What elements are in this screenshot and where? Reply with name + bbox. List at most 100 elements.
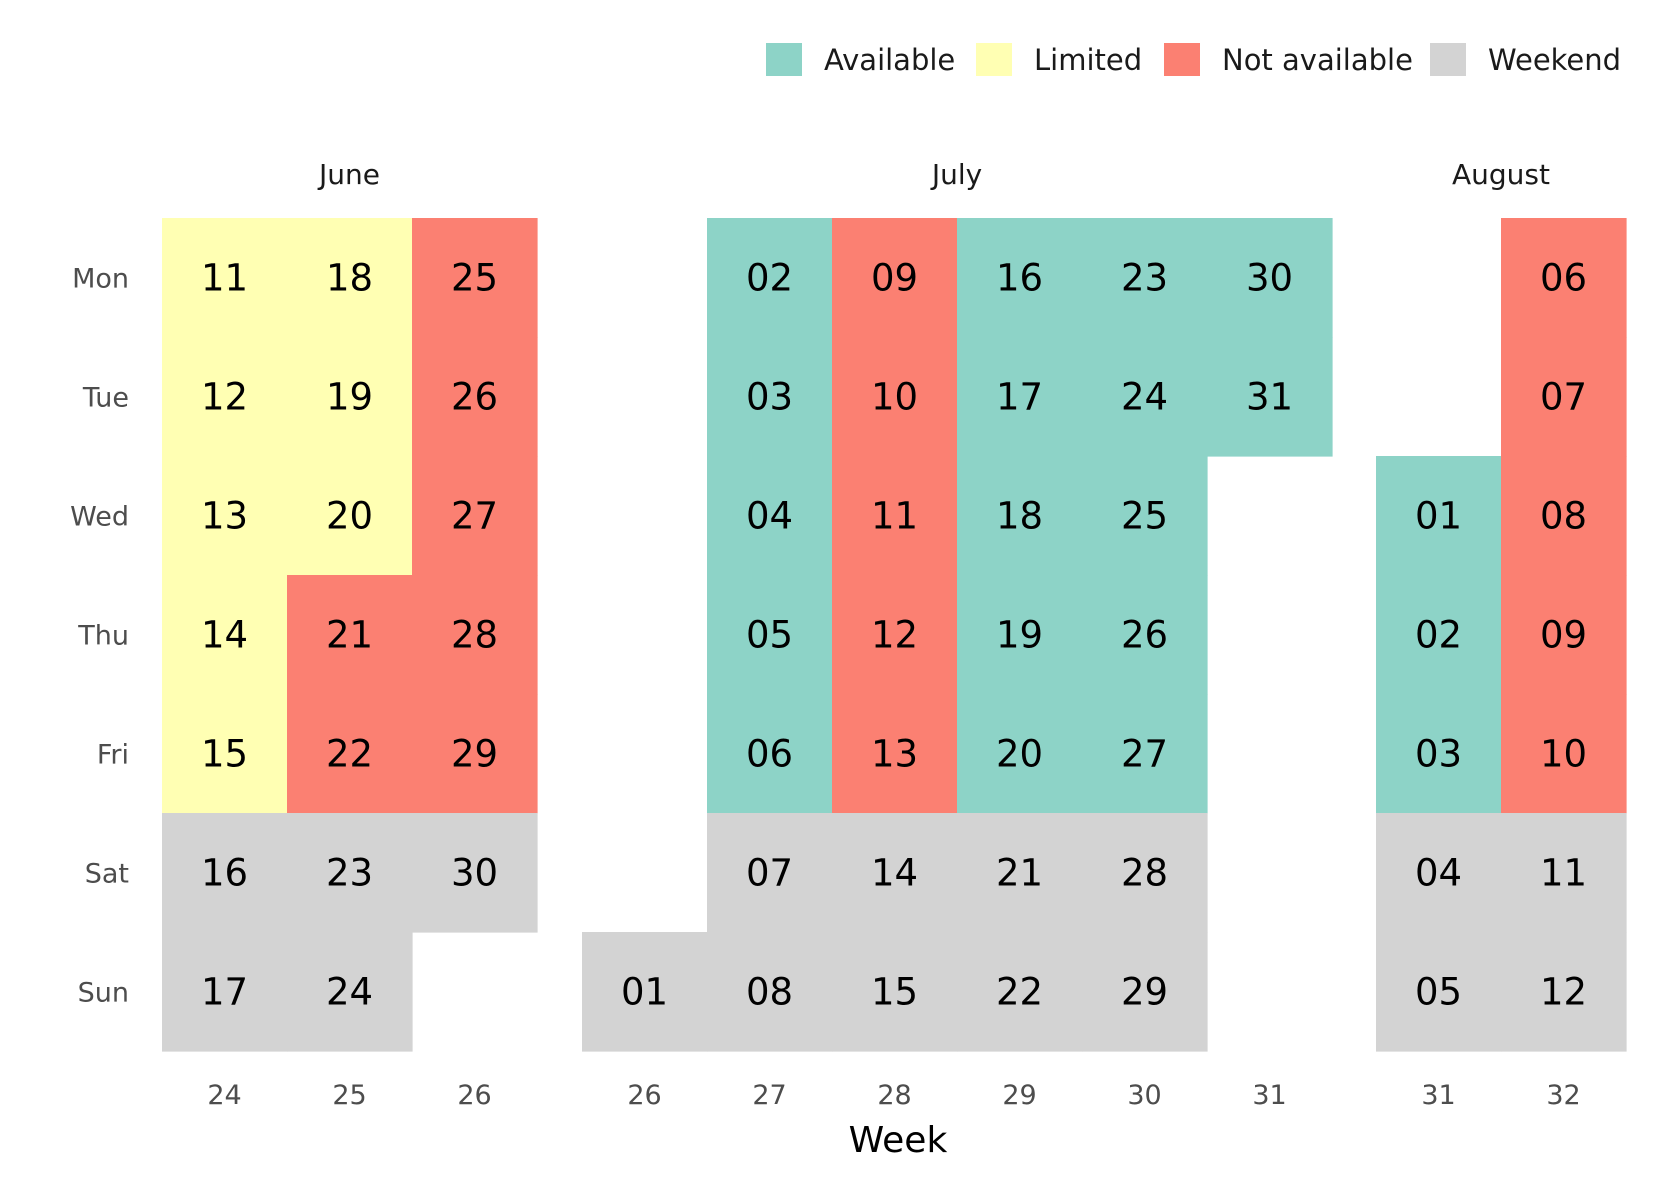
day-number: 18 (996, 495, 1043, 538)
day-number: 26 (451, 376, 498, 419)
day-tile-available (957, 337, 1083, 457)
day-number: 24 (1121, 376, 1168, 419)
day-number: 12 (871, 614, 918, 657)
x-axis-title: Week (849, 1120, 948, 1161)
day-number: 30 (1246, 257, 1293, 300)
day-cell: 23 (287, 813, 413, 933)
day-cell: 29 (412, 694, 538, 814)
day-tile-weekend (957, 932, 1083, 1052)
day-tile-not_available (287, 575, 413, 695)
legend-label-limited: Limited (1034, 43, 1142, 77)
week-tick-label: 24 (207, 1080, 241, 1111)
day-cell: 29 (1082, 932, 1208, 1052)
day-tile-not_available (412, 456, 538, 576)
day-tile-weekend (162, 813, 288, 933)
day-tile-not_available (832, 575, 958, 695)
day-number: 11 (201, 257, 248, 300)
day-cell: 23 (1082, 218, 1208, 338)
day-tile-not_available (1501, 575, 1627, 695)
day-cell: 31 (1207, 337, 1333, 457)
day-cell: 24 (1082, 337, 1208, 457)
day-tile-not_available (287, 694, 413, 814)
day-tile-weekend (1501, 813, 1627, 933)
legend-swatch-weekend (1430, 43, 1466, 76)
day-tile-available (1082, 337, 1208, 457)
day-cell: 26 (412, 337, 538, 457)
day-number: 29 (451, 733, 498, 776)
day-number: 05 (1415, 971, 1462, 1014)
day-tile-available (1207, 337, 1333, 457)
day-number: 04 (1415, 852, 1462, 895)
day-cell: 28 (412, 575, 538, 695)
weekday-axis: Mon Tue Wed Thu Fri Sat Sun (70, 264, 129, 1009)
day-number: 19 (326, 376, 373, 419)
day-tile-weekend (957, 813, 1083, 933)
day-number: 20 (996, 733, 1043, 776)
weekday-label-fri: Fri (97, 740, 129, 771)
weekday-label-sun: Sun (78, 978, 129, 1009)
day-cell: 13 (162, 456, 288, 576)
day-cell: 14 (162, 575, 288, 695)
day-cell: 08 (1501, 456, 1627, 576)
day-tile-weekend (1376, 932, 1502, 1052)
day-number: 16 (201, 852, 248, 895)
day-tile-limited (162, 218, 288, 338)
day-number: 27 (1121, 733, 1168, 776)
day-cell: 27 (1082, 694, 1208, 814)
day-number: 14 (871, 852, 918, 895)
day-cell: 25 (1082, 456, 1208, 576)
day-cell: 24 (287, 932, 413, 1052)
day-tile-weekend (162, 932, 288, 1052)
weekday-label-mon: Mon (72, 264, 129, 295)
day-number: 10 (871, 376, 918, 419)
day-cell: 10 (1501, 694, 1627, 814)
day-tile-available (957, 694, 1083, 814)
day-number: 01 (1415, 495, 1462, 538)
day-number: 05 (746, 614, 793, 657)
day-tile-weekend (832, 932, 958, 1052)
day-tile-available (707, 575, 833, 695)
week-tick-label: 27 (752, 1080, 786, 1111)
week-tick-label: 26 (627, 1080, 661, 1111)
day-cell: 11 (1501, 813, 1627, 933)
day-number: 26 (1121, 614, 1168, 657)
day-tile-limited (162, 337, 288, 457)
day-tile-available (1082, 694, 1208, 814)
day-cell: 22 (957, 932, 1083, 1052)
day-tile-not_available (1501, 337, 1627, 457)
day-number: 31 (1246, 376, 1293, 419)
day-cell: 15 (162, 694, 288, 814)
day-number: 04 (746, 495, 793, 538)
day-cell: 04 (707, 456, 833, 576)
week-tick-label: 25 (332, 1080, 366, 1111)
day-tile-not_available (832, 694, 958, 814)
day-number: 03 (1415, 733, 1462, 776)
day-number: 06 (746, 733, 793, 776)
month-panel-june: June 11 12 13 14 15 16 17 24 18 19 20 21 22 23 24 25 25 26… (162, 158, 538, 1111)
day-tile-not_available (832, 337, 958, 457)
day-cell: 06 (1501, 218, 1627, 338)
day-number: 13 (871, 733, 918, 776)
day-number: 19 (996, 614, 1043, 657)
day-tile-not_available (412, 337, 538, 457)
day-cell: 03 (1376, 694, 1502, 814)
day-number: 15 (871, 971, 918, 1014)
day-number: 02 (746, 257, 793, 300)
day-cell: 10 (832, 337, 958, 457)
week-tick-label: 26 (457, 1080, 491, 1111)
day-number: 10 (1540, 733, 1587, 776)
day-cell: 07 (707, 813, 833, 933)
day-tile-available (707, 218, 833, 338)
day-number: 12 (201, 376, 248, 419)
day-cell: 30 (412, 813, 538, 933)
day-cell: 16 (957, 218, 1083, 338)
day-number: 08 (746, 971, 793, 1014)
day-tile-available (1376, 456, 1502, 576)
week-tick-label: 30 (1127, 1080, 1161, 1111)
month-title: August (1452, 158, 1550, 191)
weekday-label-wed: Wed (70, 502, 129, 533)
day-cell: 30 (1207, 218, 1333, 338)
day-cell: 04 (1376, 813, 1502, 933)
day-cell: 11 (832, 456, 958, 576)
